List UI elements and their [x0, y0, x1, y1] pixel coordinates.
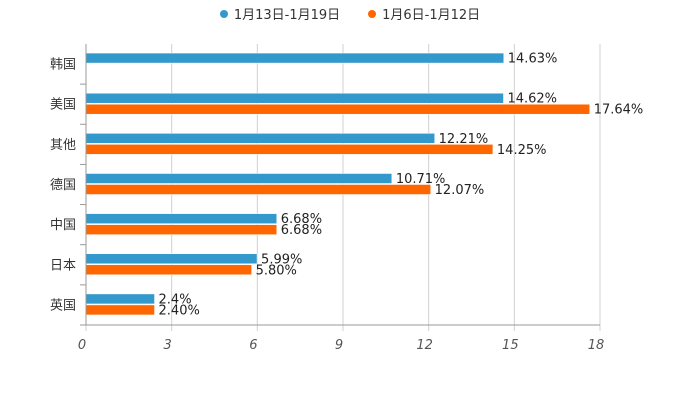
data-label-series-1: 2.4% — [159, 292, 192, 307]
legend-item-series-1[interactable]: 1月13日-1月19日 — [219, 4, 341, 23]
data-label-series-2: 6.68% — [281, 223, 322, 238]
data-label-series-2: 12.07% — [435, 183, 485, 198]
x-tick-label: 3 — [164, 338, 172, 353]
y-category-label: 英国 — [50, 298, 76, 313]
data-label-series-1: 12.21% — [439, 132, 489, 147]
chart-legend: 1月13日-1月19日 1月6日-1月12日 — [0, 4, 700, 23]
x-tick-label: 0 — [78, 338, 86, 353]
data-label-series-2: 17.64% — [594, 103, 644, 118]
bar-series-2 — [85, 264, 252, 276]
bar-series-2 — [85, 224, 278, 235]
data-label-series-1: 14.62% — [507, 92, 557, 107]
data-label-series-1: 6.68% — [281, 212, 322, 227]
legend-marker-series-2 — [368, 9, 377, 18]
legend-label-series-1: 1月13日-1月19日 — [233, 8, 341, 23]
y-category-label: 其他 — [50, 138, 76, 153]
data-label-series-2: 2.40% — [159, 303, 200, 318]
bar-series-2 — [85, 103, 590, 115]
x-tick-label: 12 — [416, 338, 433, 353]
bar-series-2 — [85, 304, 155, 316]
x-tick-label: 18 — [588, 338, 605, 353]
data-label-series-1: 5.99% — [261, 252, 302, 267]
legend-item-series-2[interactable]: 1月6日-1月12日 — [368, 4, 480, 23]
data-label-series-2: 14.25% — [497, 143, 547, 158]
y-category-label: 美国 — [50, 98, 76, 113]
legend-label-series-2: 1月6日-1月12日 — [382, 8, 481, 23]
x-tick-label: 9 — [335, 338, 343, 353]
y-category-label: 中国 — [50, 218, 76, 233]
y-category-label: 德国 — [50, 178, 76, 193]
bar-series-2 — [85, 144, 494, 155]
legend-marker-series-1 — [219, 9, 228, 18]
bar-series-1 — [85, 133, 435, 144]
x-tick-label: 6 — [249, 338, 257, 353]
bar-series-1 — [85, 293, 155, 305]
bar-series-1 — [85, 253, 258, 265]
data-label-series-1: 14.63% — [508, 52, 558, 67]
bar-series-1 — [85, 213, 278, 224]
x-tick-label: 15 — [502, 338, 519, 353]
y-category-label: 韩国 — [50, 58, 76, 73]
bar-series-2 — [85, 184, 431, 195]
bar-series-1 — [85, 92, 504, 104]
bar-series-1 — [85, 52, 505, 64]
data-label-series-2: 5.80% — [256, 263, 297, 278]
data-label-series-1: 10.71% — [396, 172, 446, 187]
y-category-label: 日本 — [50, 258, 76, 273]
bar-series-1 — [85, 173, 393, 184]
